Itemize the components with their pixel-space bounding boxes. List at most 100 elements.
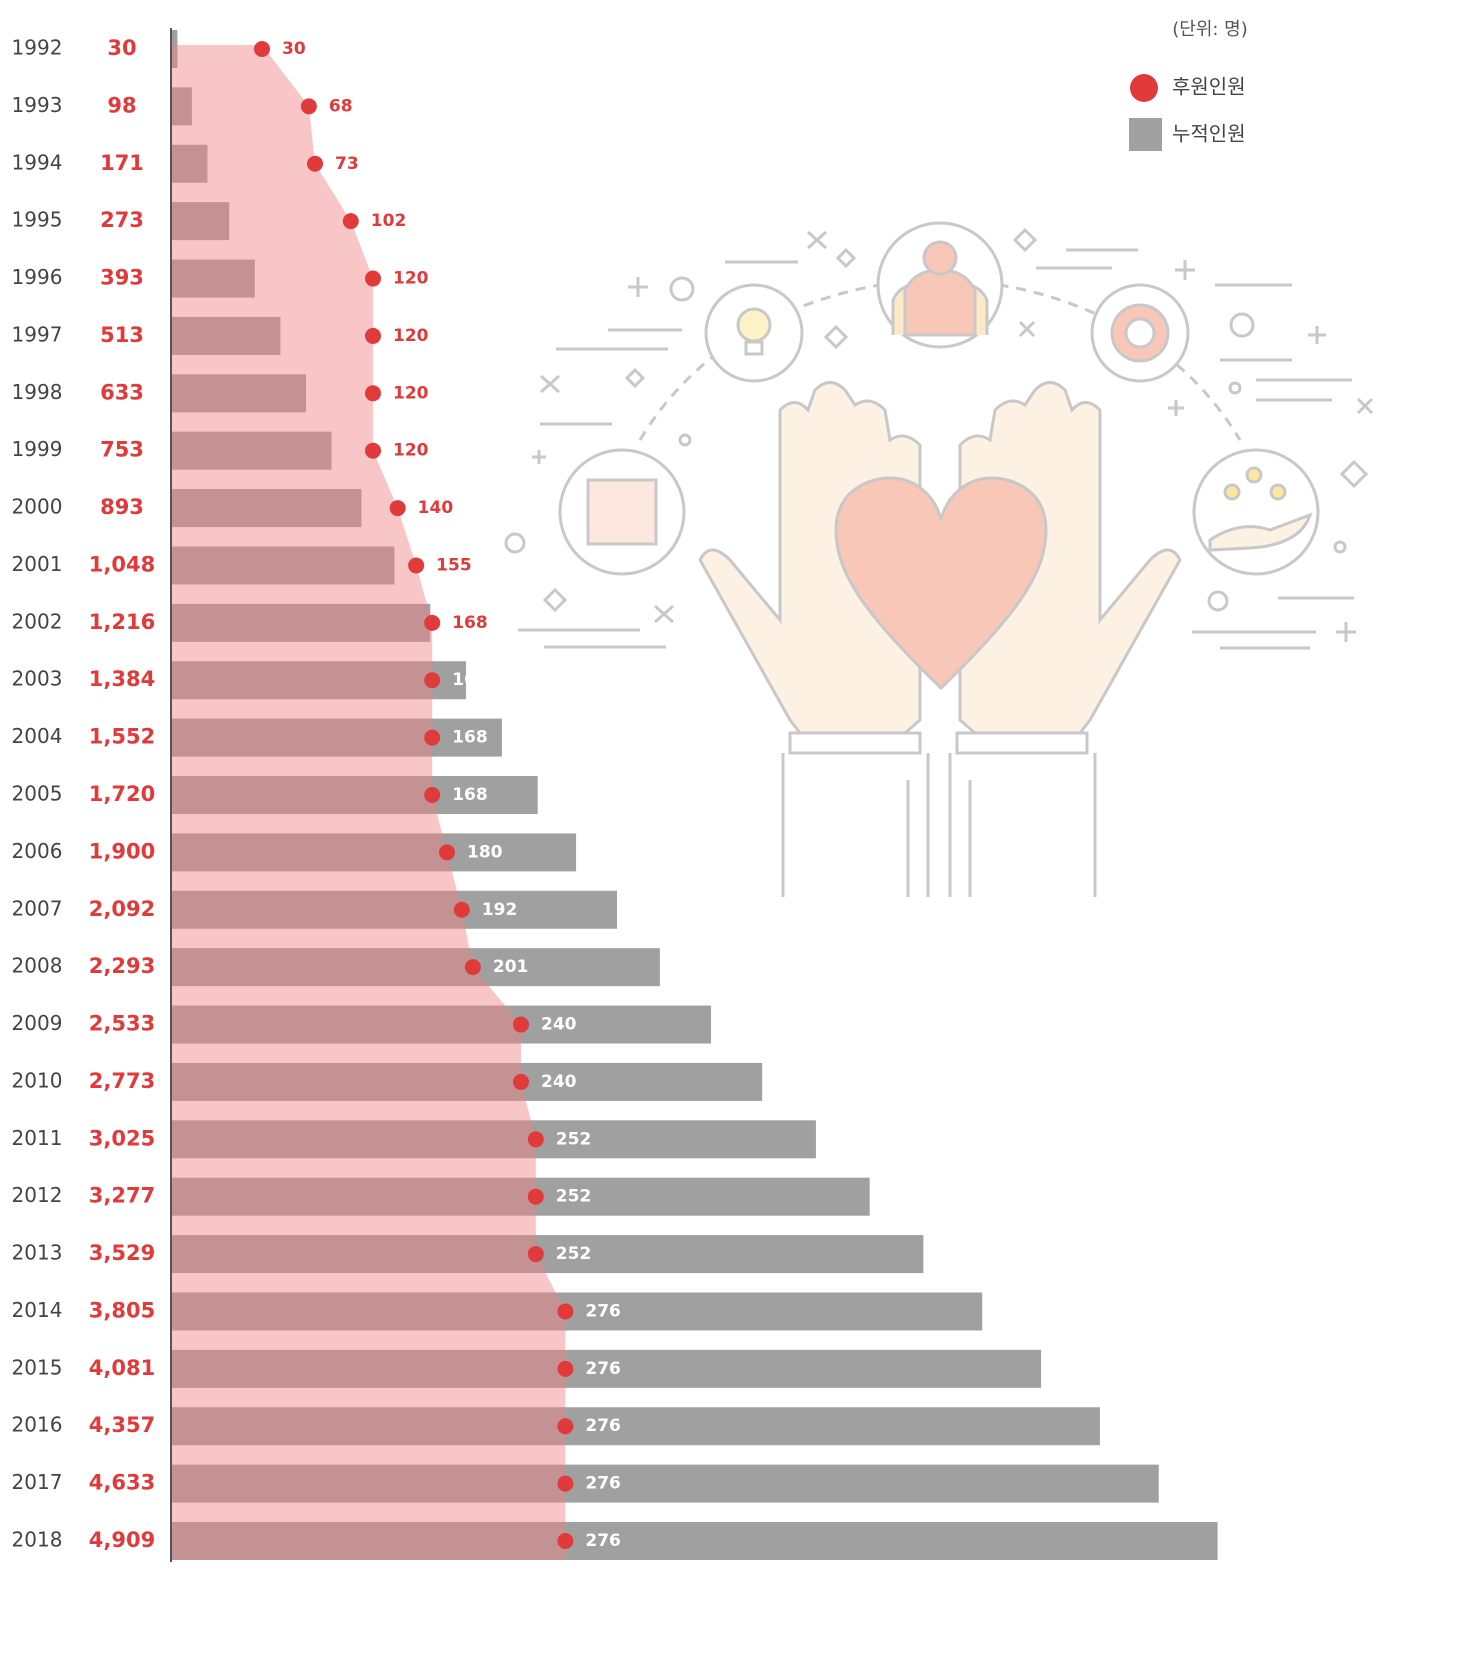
dot-value-label: 276 [585,1531,621,1551]
y-tick-label: 2015 [12,1355,63,1379]
dot [557,1418,573,1434]
dot-value-label: 240 [541,1072,577,1092]
bar-value-label: 633 [100,380,144,404]
dot-value-label: 120 [393,326,429,346]
bar-value-label: 3,025 [89,1126,155,1150]
dot-value-label: 168 [452,728,488,748]
illustration [506,223,1372,897]
chart: (단위: 명) 후원인원누적인원 19923019939819941711995… [0,0,1465,1652]
dot [454,902,470,918]
bar-value-label: 2,293 [89,954,155,978]
y-tick-label: 2002 [12,609,63,633]
bar-value-label: 1,720 [89,782,155,806]
bar-value-label: 1,216 [89,610,155,634]
bar-value-label: 98 [107,93,136,117]
bar-value-label: 1,552 [89,725,155,749]
bar-value-label: 4,633 [89,1471,155,1495]
y-tick-label: 1998 [12,380,63,404]
dot [254,41,270,57]
legend-dot [1130,74,1158,102]
dot [365,385,381,401]
bar-value-label: 2,092 [89,897,155,921]
y-tick-label: 2003 [12,667,63,691]
dot [408,557,424,573]
dot [301,98,317,114]
dot-value-label: 120 [393,441,429,461]
bar-value-label: 1,384 [89,667,155,691]
dot [513,1017,529,1033]
dot-value-label: 276 [585,1416,621,1436]
dot [557,1361,573,1377]
dot [528,1131,544,1147]
dot [513,1074,529,1090]
y-tick-label: 2014 [12,1298,63,1322]
dot-value-label: 102 [371,211,407,231]
dot [528,1246,544,1262]
dot-value-label: 276 [585,1301,621,1321]
dot [528,1189,544,1205]
dot-value-label: 168 [452,613,488,633]
y-tick-label: 1994 [12,150,63,174]
y-tick-label: 1992 [12,36,63,60]
dot-value-label: 276 [585,1474,621,1494]
y-tick-label: 2016 [12,1413,63,1437]
dot [365,271,381,287]
dot-value-label: 252 [556,1244,592,1264]
dot-value-label: 73 [335,154,359,174]
bar-value-label: 2,773 [89,1069,155,1093]
dot-value-label: 120 [393,269,429,289]
y-tick-label: 2004 [12,724,63,748]
dot-value-label: 168 [452,670,488,690]
dot-value-label: 30 [282,39,306,59]
legend-label: 누적인원 [1172,122,1246,146]
bar-value-label: 3,805 [89,1298,155,1322]
dot-value-label: 276 [585,1359,621,1379]
y-tick-label: 2011 [12,1126,63,1150]
y-tick-label: 2006 [12,839,63,863]
y-tick-label: 1993 [12,93,63,117]
y-tick-label: 1995 [12,208,63,232]
dot [557,1533,573,1549]
dot [343,213,359,229]
bar-value-label: 3,277 [89,1184,155,1208]
y-tick-label: 2007 [12,896,63,920]
y-tick-label: 1999 [12,437,63,461]
dot-value-label: 180 [467,842,503,862]
dot-value-label: 68 [329,96,353,116]
y-tick-label: 1996 [12,265,63,289]
dot [365,328,381,344]
dot [424,672,440,688]
bar-value-label: 2,533 [89,1012,155,1036]
dot-value-label: 155 [436,555,472,575]
legend-swatch [1129,118,1162,151]
y-tick-label: 2000 [12,495,63,519]
bar-value-label: 4,081 [89,1356,155,1380]
dot [424,730,440,746]
y-tick-label: 1997 [12,322,63,346]
bar-value-label: 1,048 [89,552,155,576]
y-tick-label: 2009 [12,1011,63,1035]
y-tick-label: 2008 [12,954,63,978]
dot-value-label: 201 [493,957,529,977]
bar-value-label: 171 [100,151,144,175]
dot-value-label: 192 [482,900,518,920]
y-tick-label: 2017 [12,1470,63,1494]
y-tick-label: 2013 [12,1241,63,1265]
y-tick-label: 2012 [12,1183,63,1207]
y-tick-label: 2018 [12,1528,63,1552]
plot: 1992301993981994171199527319963931997513… [12,28,1218,1562]
bar-value-label: 3,529 [89,1241,155,1265]
dot-value-label: 140 [418,498,454,518]
bar-value-label: 273 [100,208,144,232]
dot [424,787,440,803]
bar-value-label: 4,909 [89,1528,155,1552]
dot-value-label: 252 [556,1187,592,1207]
dot [557,1476,573,1492]
bar-value-label: 1,900 [89,839,155,863]
dot-value-label: 240 [541,1015,577,1035]
dot [439,844,455,860]
dot-value-label: 120 [393,383,429,403]
dot [557,1303,573,1319]
bar-value-label: 893 [100,495,144,519]
